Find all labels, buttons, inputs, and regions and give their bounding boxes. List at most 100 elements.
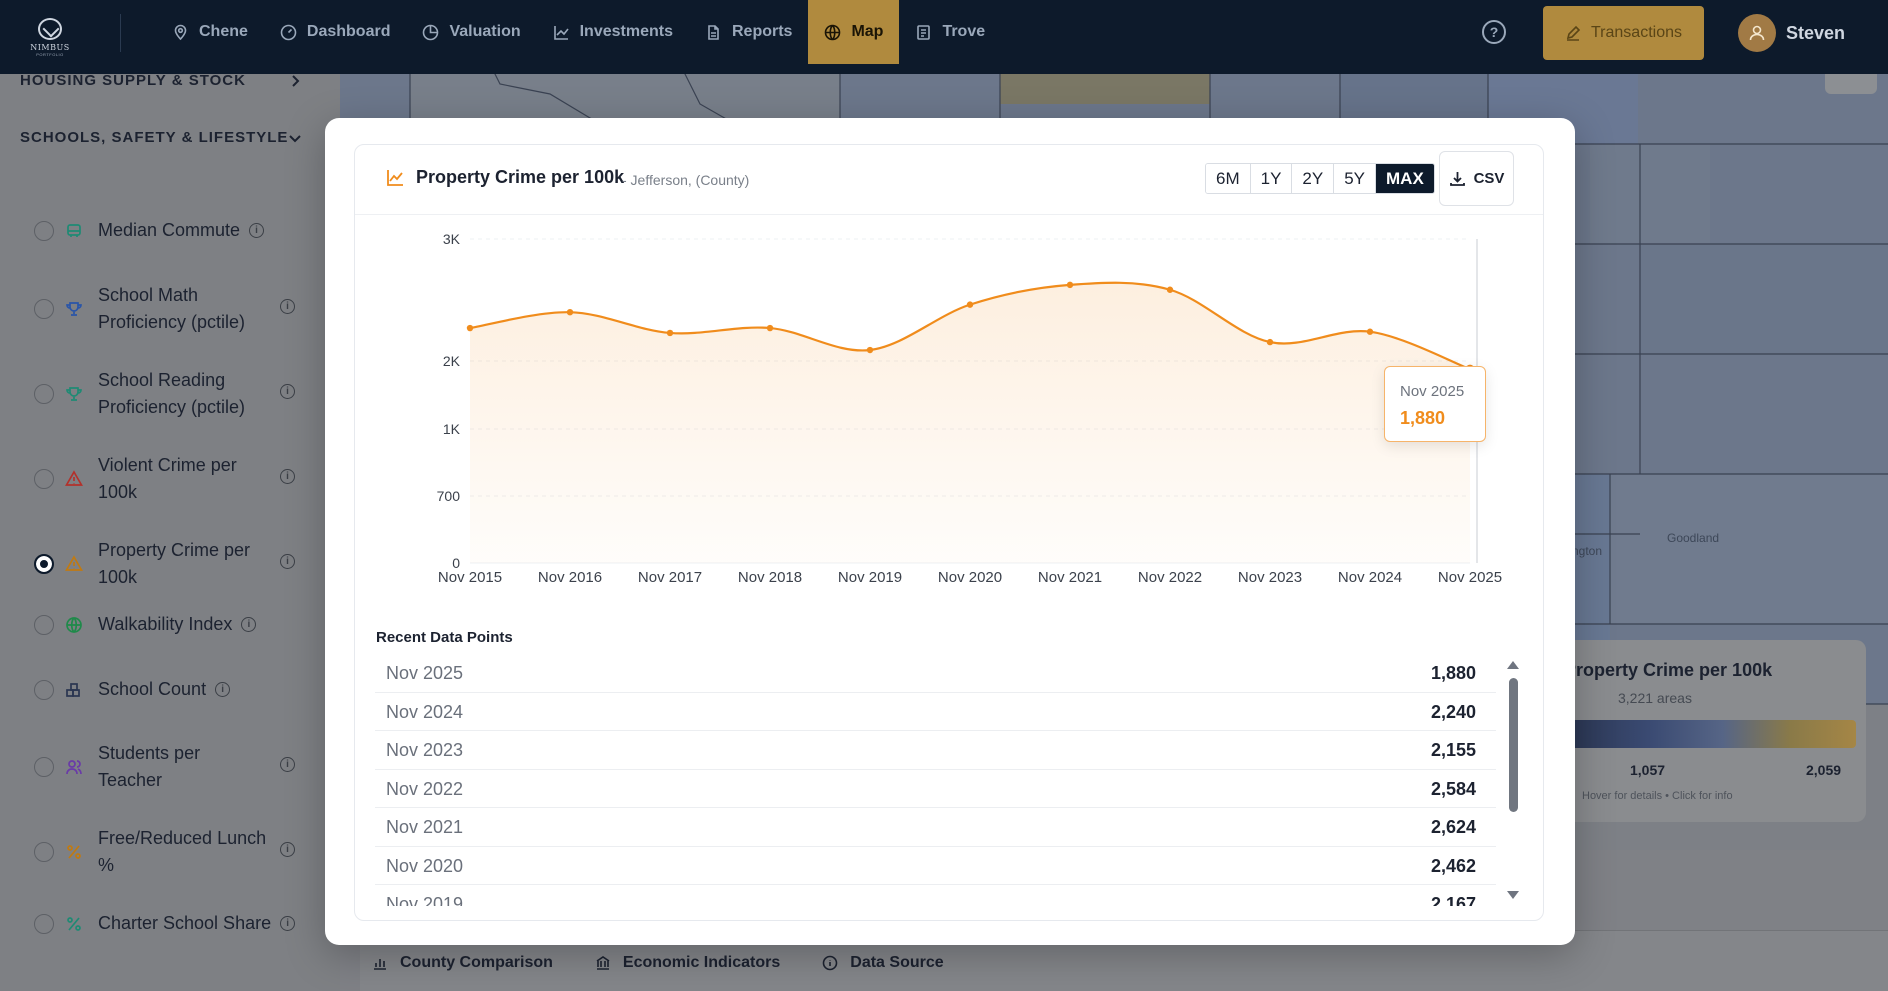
tab-label: Data Source bbox=[850, 954, 944, 971]
x-tick-label: Nov 2023 bbox=[1238, 569, 1302, 586]
download-csv-button[interactable]: CSV bbox=[1439, 151, 1514, 206]
user-menu[interactable]: Steven bbox=[1738, 14, 1845, 52]
range-6m-button[interactable]: 6M bbox=[1206, 164, 1251, 193]
chevron-right-icon[interactable] bbox=[288, 74, 302, 88]
transactions-button[interactable]: Transactions bbox=[1543, 6, 1704, 60]
info-icon[interactable]: i bbox=[280, 842, 295, 857]
y-tick-label: 3K bbox=[443, 231, 461, 247]
row-date: Nov 2019 bbox=[386, 894, 464, 906]
metric-radio[interactable] bbox=[34, 913, 54, 934]
info-icon[interactable]: i bbox=[241, 617, 257, 632]
x-tick-label: Nov 2020 bbox=[938, 569, 1002, 586]
metric-radio[interactable] bbox=[34, 384, 54, 404]
metric-radio[interactable] bbox=[34, 220, 54, 241]
metric-radio[interactable] bbox=[34, 679, 54, 700]
transactions-label: Transactions bbox=[1591, 24, 1682, 41]
line-chart[interactable]: 0 700 1K 2K 3K Nov 2015 Nov 2016 Nov 2017 Nov 20… bbox=[430, 224, 1530, 599]
metric-label: Walkability Index bbox=[98, 614, 233, 634]
metric-school-count[interactable]: School Count i bbox=[34, 676, 304, 703]
metric-free-reduced-lunch[interactable]: Free/Reduced Lunch % i bbox=[34, 825, 304, 879]
data-point bbox=[766, 324, 774, 332]
metric-walkability[interactable]: Walkability Index i bbox=[34, 611, 304, 638]
nav-label: Chene bbox=[199, 23, 248, 40]
row-value: 1,880 bbox=[1430, 663, 1476, 683]
table-row: Nov 2022 2,584 bbox=[375, 770, 1496, 808]
metric-school-math[interactable]: School Math Proficiency (pctile) i bbox=[34, 282, 304, 336]
metric-charter-school-share[interactable]: Charter School Share i bbox=[34, 910, 304, 937]
recent-data-table[interactable]: Nov 2025 1,880 Nov 2024 2,240 Nov 2023 2,15… bbox=[375, 654, 1496, 906]
section-housing-supply[interactable]: HOUSING SUPPLY & STOCK bbox=[20, 72, 246, 89]
nav-item-investments[interactable]: Investments bbox=[537, 0, 689, 64]
metric-radio[interactable] bbox=[34, 299, 54, 319]
x-tick-label: Nov 2024 bbox=[1338, 569, 1402, 586]
legend-color-scale bbox=[1560, 720, 1856, 748]
bar-chart-icon bbox=[374, 959, 386, 970]
chevron-down-icon[interactable] bbox=[288, 131, 302, 145]
metric-radio-selected[interactable] bbox=[34, 554, 54, 574]
metric-median-commute[interactable]: Median Commute i bbox=[34, 217, 304, 244]
percent-icon bbox=[64, 914, 84, 934]
warning-triangle-icon bbox=[64, 469, 84, 489]
globe-icon bbox=[64, 615, 84, 635]
row-value: 2,167 bbox=[1430, 894, 1476, 906]
metric-students-per-teacher[interactable]: Students per Teacher i bbox=[34, 740, 304, 794]
range-5y-button[interactable]: 5Y bbox=[1334, 164, 1377, 193]
legend-max-value: 2,059 bbox=[1806, 762, 1842, 778]
metric-radio[interactable] bbox=[34, 614, 54, 635]
legend-title: Property Crime per 100k bbox=[1564, 660, 1773, 680]
info-icon[interactable]: i bbox=[280, 916, 296, 931]
people-icon bbox=[64, 757, 84, 777]
scroll-down-arrow[interactable] bbox=[1507, 891, 1519, 899]
chart-subtitle: - Jefferson, (County) bbox=[622, 172, 750, 188]
sidebar: HOUSING SUPPLY & STOCK SCHOOLS, SAFETY &… bbox=[0, 64, 340, 991]
nav-item-map[interactable]: Map bbox=[808, 0, 900, 64]
row-date: Nov 2021 bbox=[386, 817, 464, 837]
table-row: Nov 2023 2,155 bbox=[375, 731, 1496, 770]
nav-item-dashboard[interactable]: Dashboard bbox=[264, 0, 407, 64]
location-pin-icon bbox=[174, 24, 187, 40]
metric-radio[interactable] bbox=[34, 469, 54, 489]
info-icon[interactable]: i bbox=[280, 554, 295, 569]
range-max-button[interactable]: MAX bbox=[1376, 164, 1434, 193]
row-value: 2,584 bbox=[1430, 778, 1476, 799]
x-tick-label: Nov 2015 bbox=[438, 569, 502, 586]
nav-item-reports[interactable]: Reports bbox=[689, 0, 808, 64]
nav-item-valuation[interactable]: Valuation bbox=[406, 0, 536, 64]
info-icon[interactable]: i bbox=[280, 299, 295, 314]
range-1y-button[interactable]: 1Y bbox=[1250, 164, 1293, 193]
nav-label: Map bbox=[851, 23, 884, 40]
tab-county-comparison[interactable]: County Comparison bbox=[372, 954, 553, 972]
scrollbar-thumb[interactable] bbox=[1509, 678, 1518, 812]
top-navigation: NIMBUS PORTFOLIO Chene Dashboard Valuati… bbox=[0, 0, 1888, 74]
info-icon bbox=[822, 955, 838, 971]
info-icon[interactable]: i bbox=[249, 223, 265, 238]
x-tick-label: Nov 2019 bbox=[838, 569, 902, 586]
logo-mark bbox=[38, 17, 62, 40]
help-icon[interactable]: ? bbox=[1482, 20, 1506, 44]
metric-property-crime[interactable]: Property Crime per 100k i bbox=[34, 537, 304, 591]
metric-label: Free/Reduced Lunch % bbox=[98, 828, 267, 875]
metric-school-reading[interactable]: School Reading Proficiency (pctile) i bbox=[34, 367, 304, 421]
info-icon[interactable]: i bbox=[280, 384, 295, 399]
nav-item-chene[interactable]: Chene bbox=[156, 0, 264, 64]
x-tick-label: Nov 2022 bbox=[1138, 569, 1202, 586]
metric-violent-crime[interactable]: Violent Crime per 100k i bbox=[34, 452, 304, 506]
nav-item-trove[interactable]: Trove bbox=[899, 0, 1001, 64]
tab-economic-indicators[interactable]: Economic Indicators bbox=[595, 954, 780, 972]
range-2y-button[interactable]: 2Y bbox=[1292, 164, 1335, 193]
section-schools-safety[interactable]: SCHOOLS, SAFETY & LIFESTYLE bbox=[20, 129, 289, 146]
time-range-selector: 6M 1Y 2Y 5Y MAX bbox=[1205, 163, 1435, 194]
user-icon bbox=[1749, 25, 1765, 41]
metric-radio[interactable] bbox=[34, 842, 54, 862]
x-tick-label: Nov 2016 bbox=[538, 569, 602, 586]
app-logo[interactable]: NIMBUS PORTFOLIO bbox=[26, 13, 74, 61]
info-icon[interactable]: i bbox=[280, 757, 295, 772]
data-point bbox=[666, 329, 674, 337]
info-icon[interactable]: i bbox=[215, 682, 231, 697]
metric-radio[interactable] bbox=[34, 757, 54, 777]
y-tick-label: 0 bbox=[452, 555, 460, 571]
info-icon[interactable]: i bbox=[280, 469, 295, 484]
tab-data-source[interactable]: Data Source bbox=[822, 954, 944, 972]
metric-label: School Math Proficiency (pctile) bbox=[98, 285, 246, 332]
scroll-up-arrow[interactable] bbox=[1507, 661, 1519, 669]
